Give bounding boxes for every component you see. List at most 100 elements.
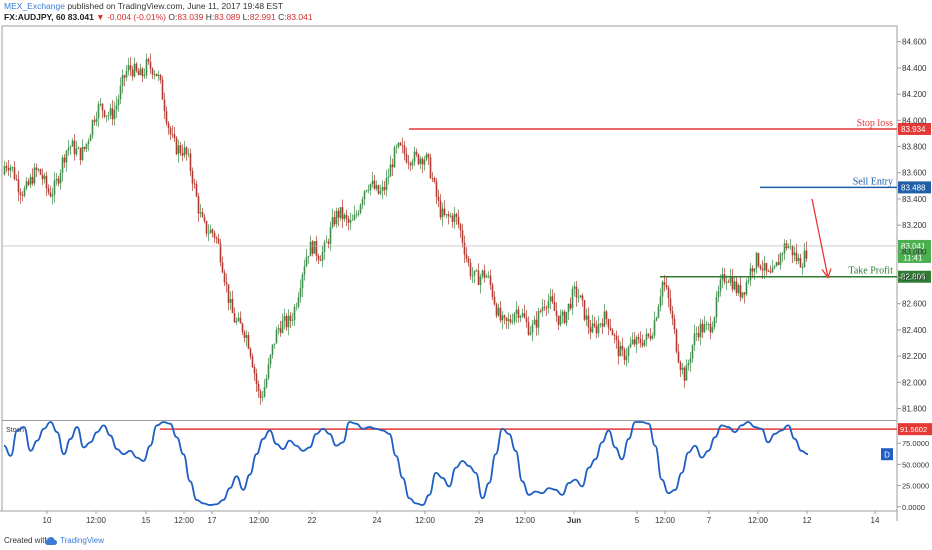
price-tick-label: 83.600 xyxy=(902,169,927,178)
tradingview-brand[interactable]: TradingView xyxy=(60,536,105,545)
candle-body xyxy=(91,120,94,136)
candle-body xyxy=(85,143,88,149)
candle-body xyxy=(327,241,330,244)
candle-body xyxy=(259,391,262,398)
candle-body xyxy=(763,262,766,271)
candle-body xyxy=(95,118,98,122)
candle-body xyxy=(769,271,772,273)
candle-body xyxy=(601,323,604,327)
candle-body xyxy=(683,367,686,381)
candle-body xyxy=(181,152,184,156)
candle-body xyxy=(113,109,116,120)
price-chart[interactable]: 83.041 11:41 Stop loss 83.934 Sell Entry 83.4… xyxy=(0,24,932,533)
candle-body xyxy=(337,210,340,218)
candle-body xyxy=(11,167,14,169)
candle-body xyxy=(119,85,122,100)
candle-body xyxy=(111,108,114,120)
candle-body xyxy=(593,323,596,326)
price-tick-label: 84.400 xyxy=(902,64,927,73)
sell-entry-value: 83.488 xyxy=(901,183,926,192)
candle-body xyxy=(225,282,228,285)
candle-body xyxy=(419,158,422,164)
candle-body xyxy=(609,327,612,331)
price-tick-label: 82.800 xyxy=(902,274,927,283)
candle-body xyxy=(631,339,634,344)
candle-body xyxy=(149,61,152,69)
stochastic-pane: Stoch 75.0000 50.0000 25.0000 0.0000 91.5602 D xyxy=(3,421,932,512)
candle-body xyxy=(487,275,490,277)
candle-body xyxy=(701,323,704,333)
time-tick-label: 12:00 xyxy=(415,516,436,525)
candle-body xyxy=(393,147,396,168)
candle-body xyxy=(731,276,734,290)
candle-body xyxy=(229,299,232,303)
candle-body xyxy=(321,251,324,261)
time-axis[interactable]: 10 12:00 15 12:00 17 12:00 22 24 12:00 29 12:00 Jun… xyxy=(0,510,897,525)
candle-body xyxy=(367,190,370,191)
candle-body xyxy=(743,292,746,295)
candle-body xyxy=(553,301,556,311)
candle-body xyxy=(153,73,156,75)
candle-body xyxy=(189,153,192,172)
candle-body xyxy=(607,319,610,328)
candle-body xyxy=(499,307,502,321)
stop-loss-value: 83.934 xyxy=(901,125,926,134)
candle-body xyxy=(479,276,482,285)
candle-body xyxy=(209,229,212,234)
candle-body xyxy=(215,237,218,239)
candle-body xyxy=(47,188,50,193)
candle-body xyxy=(613,335,616,337)
candle-body xyxy=(263,387,266,397)
candle-body xyxy=(511,321,514,323)
candle-body xyxy=(531,324,534,333)
candle-body xyxy=(615,335,618,340)
candle-body xyxy=(359,204,362,214)
created-with-text: Created with xyxy=(4,536,49,545)
candle-body xyxy=(301,274,304,289)
candle-body xyxy=(175,137,178,155)
time-tick-label: 12 xyxy=(803,516,812,525)
candle-body xyxy=(53,180,56,195)
candle-body xyxy=(155,73,158,77)
publisher-name[interactable]: MEX_Exchange xyxy=(4,1,65,11)
candle-body xyxy=(533,319,536,325)
candle-body xyxy=(71,140,74,147)
candle-body xyxy=(681,367,684,370)
candle-body xyxy=(179,145,182,153)
candle-body xyxy=(423,159,426,165)
candle-body xyxy=(389,164,392,177)
time-tick-label: 12:00 xyxy=(86,516,107,525)
candle-body xyxy=(707,323,710,325)
candle-body xyxy=(475,270,478,272)
candle-body xyxy=(781,253,784,255)
candle-body xyxy=(349,220,352,223)
candle-body xyxy=(501,315,504,321)
candle-body xyxy=(61,157,64,174)
candle-body xyxy=(223,272,226,283)
candle-body xyxy=(463,242,466,255)
candle-body xyxy=(135,63,138,71)
candle-body xyxy=(523,313,526,318)
candle-body xyxy=(653,320,656,336)
candlestick-series xyxy=(3,53,808,405)
candle-body xyxy=(313,241,316,254)
candle-body xyxy=(723,274,726,283)
candle-body xyxy=(655,317,658,321)
price-axis[interactable]: 84.600 84.400 84.200 84.000 83.800 83.600 83.4… xyxy=(897,38,927,414)
trade-levels[interactable]: 83.041 11:41 Stop loss 83.934 Sell Entry 83.4… xyxy=(2,118,931,283)
candle-body xyxy=(283,316,286,321)
candle-body xyxy=(311,241,314,254)
candle-body xyxy=(435,181,438,197)
candle-body xyxy=(713,317,716,328)
candle-body xyxy=(381,187,384,192)
candle-body xyxy=(719,279,722,292)
candle-body xyxy=(625,356,628,361)
candle-body xyxy=(49,192,52,197)
candle-body xyxy=(267,364,270,379)
candle-body xyxy=(205,220,208,234)
stop-loss-badge xyxy=(898,122,931,135)
stoch-tick-label: 25.0000 xyxy=(902,482,929,491)
candle-body xyxy=(279,328,282,333)
candle-body xyxy=(741,292,744,298)
time-tick-label: 24 xyxy=(373,516,382,525)
